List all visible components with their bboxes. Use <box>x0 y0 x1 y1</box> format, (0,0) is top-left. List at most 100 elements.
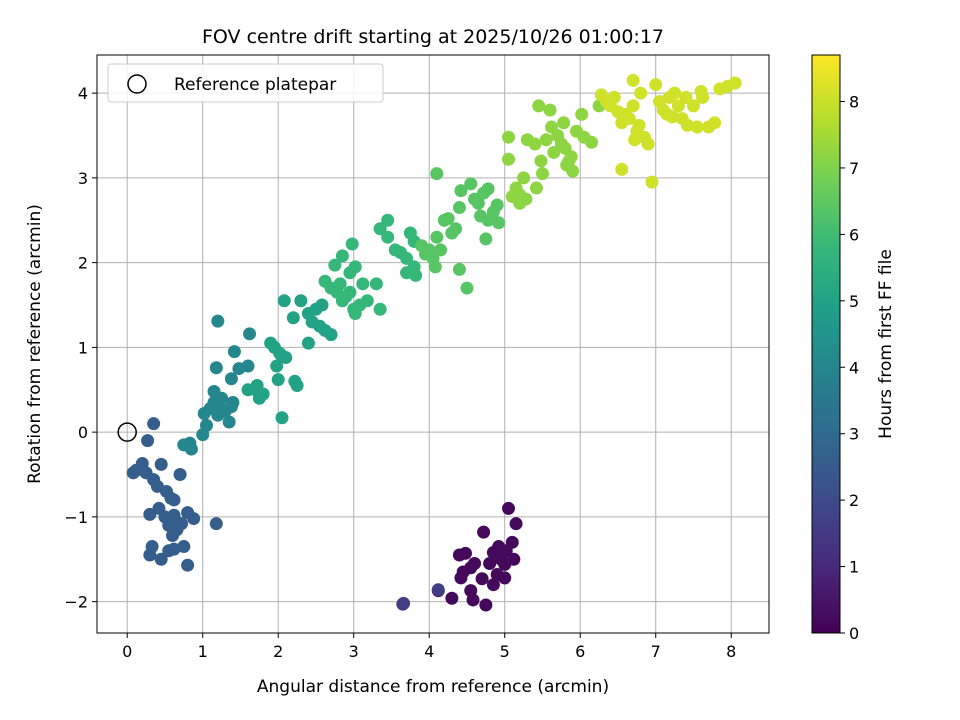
colorbar-tick-label: 6 <box>849 225 859 244</box>
data-point <box>529 181 543 195</box>
data-point <box>483 557 497 571</box>
data-point <box>632 118 646 132</box>
data-point <box>479 232 493 246</box>
data-point <box>430 167 444 181</box>
data-point <box>479 598 493 612</box>
data-point <box>481 182 495 196</box>
data-point <box>452 262 466 276</box>
data-point <box>301 336 315 350</box>
data-point <box>324 328 338 342</box>
data-point <box>615 162 629 176</box>
data-point <box>373 302 387 316</box>
data-point <box>498 571 512 585</box>
data-point <box>141 434 155 448</box>
chart-title: FOV centre drift starting at 2025/10/26 … <box>202 26 664 48</box>
data-point <box>277 294 291 308</box>
data-point <box>517 171 531 185</box>
y-tick-label: 1 <box>78 338 88 357</box>
data-point <box>428 260 442 274</box>
data-point <box>464 177 478 191</box>
legend-box <box>107 63 384 103</box>
data-point <box>671 99 685 113</box>
data-point <box>167 508 181 522</box>
colorbar-tick-label: 0 <box>849 624 859 643</box>
y-tick-label: 4 <box>78 84 88 103</box>
data-point <box>585 135 599 149</box>
data-point <box>649 78 663 92</box>
data-point <box>680 118 694 132</box>
data-point <box>135 456 149 470</box>
x-tick-label: 1 <box>198 642 208 661</box>
data-point <box>381 230 395 244</box>
data-point <box>532 99 546 113</box>
data-point <box>286 311 300 325</box>
data-point <box>668 86 682 100</box>
data-point <box>607 90 621 104</box>
y-tick-label: 2 <box>78 254 88 273</box>
x-tick-label: 7 <box>651 642 661 661</box>
data-point <box>575 107 589 121</box>
data-point <box>434 243 448 257</box>
x-tick-label: 2 <box>273 642 283 661</box>
data-point <box>400 251 414 265</box>
data-point <box>454 571 468 585</box>
data-point <box>294 294 308 308</box>
data-point <box>343 285 357 299</box>
data-point <box>181 558 195 572</box>
legend: Reference platepar <box>107 63 384 103</box>
x-tick-label: 6 <box>575 642 585 661</box>
y-tick-label: −1 <box>64 508 88 527</box>
legend-marker-icon <box>127 74 147 94</box>
data-point <box>333 277 347 291</box>
colorbar-tick-label: 1 <box>849 558 859 577</box>
data-point <box>626 99 640 113</box>
x-tick-label: 4 <box>424 642 434 661</box>
data-point <box>369 277 383 291</box>
data-point <box>209 361 223 375</box>
colorbar-tick-label: 8 <box>849 93 859 112</box>
y-axis-label: Rotation from reference (arcmin) <box>25 204 45 484</box>
data-point <box>270 359 284 373</box>
data-point <box>335 249 349 263</box>
data-point <box>166 529 180 543</box>
data-point <box>315 298 329 312</box>
data-point <box>328 258 342 272</box>
data-point <box>534 154 548 168</box>
data-point <box>543 103 557 117</box>
data-point <box>243 327 257 341</box>
colorbar: 0 1 2 3 4 5 6 7 8 Hours from first FF file <box>811 54 896 643</box>
data-point <box>708 116 722 130</box>
x-tick-label: 3 <box>349 642 359 661</box>
data-point <box>686 99 700 113</box>
data-point <box>694 84 708 98</box>
data-point <box>454 184 468 198</box>
data-point <box>622 112 636 126</box>
colorbar-tick-label: 3 <box>849 425 859 444</box>
data-point <box>381 213 395 227</box>
data-point <box>360 294 374 308</box>
data-point <box>430 230 444 244</box>
data-point <box>256 387 270 401</box>
colorbar-label: Hours from first FF file <box>876 249 896 439</box>
data-point <box>492 216 506 230</box>
data-point <box>528 137 542 151</box>
data-point <box>147 417 161 431</box>
data-point <box>728 76 742 90</box>
data-point <box>519 192 533 206</box>
data-point <box>498 557 512 571</box>
data-point <box>173 468 187 482</box>
data-point <box>275 411 289 425</box>
data-point <box>535 167 549 181</box>
x-tick-label: 0 <box>122 642 132 661</box>
x-tick-label: 8 <box>726 642 736 661</box>
data-point <box>502 152 516 166</box>
data-point <box>665 110 679 124</box>
data-point <box>564 150 578 164</box>
data-point <box>209 517 223 531</box>
data-point <box>211 314 225 328</box>
reference-platepar-marker <box>117 422 137 442</box>
data-point <box>449 222 463 236</box>
data-point <box>645 175 659 189</box>
data-point <box>154 552 168 566</box>
